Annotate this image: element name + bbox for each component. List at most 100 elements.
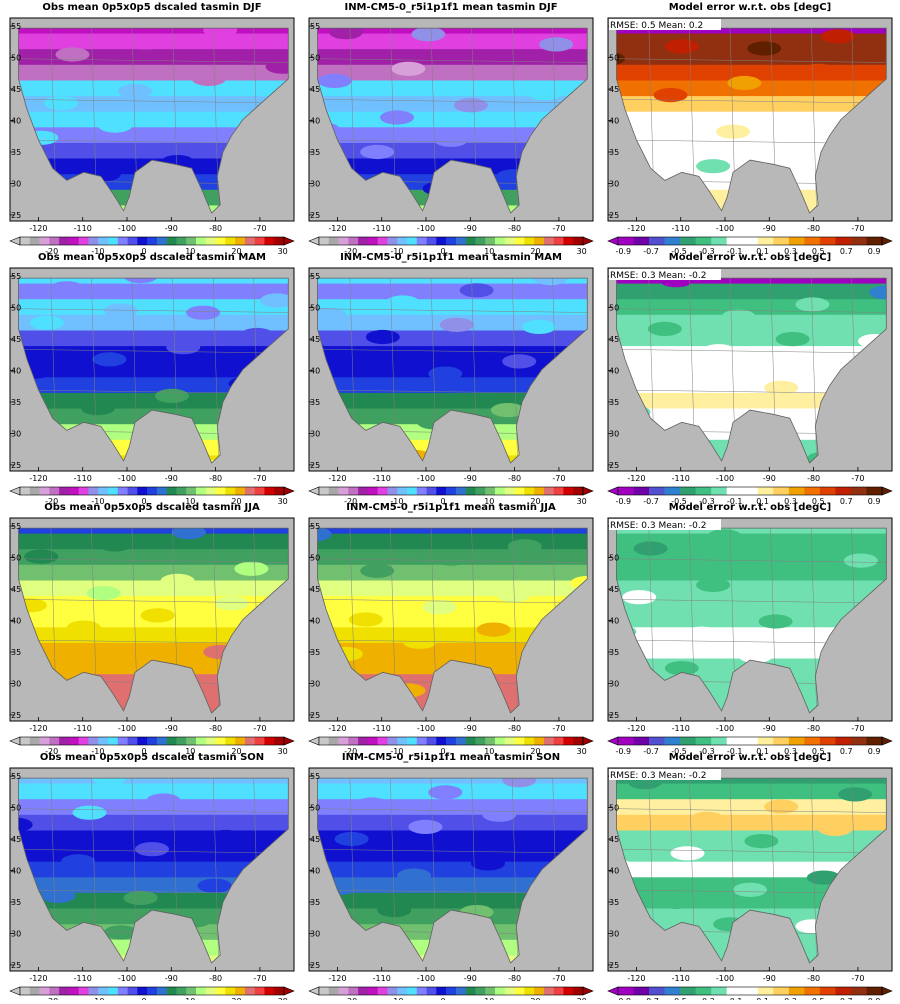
colorbar-swatch: [514, 487, 525, 495]
state-border: [18, 558, 289, 563]
colorbar-label: -0.1: [727, 497, 743, 506]
lon-tick-label: -90: [464, 474, 477, 483]
colorbar-swatch: [436, 987, 447, 995]
colorbar-swatch: [166, 737, 177, 745]
colorbar-swatch: [156, 987, 167, 995]
panel-mam-obs: Obs mean 0p5x0p5 dscaled tasmin MAM-120-…: [9, 252, 295, 506]
state-border: [212, 28, 220, 213]
colorbar-swatch: [788, 237, 805, 245]
colorbar-swatch: [465, 237, 476, 245]
colorbar-swatch: [235, 237, 246, 245]
colorbar-label: 10: [185, 747, 195, 756]
colorbar-swatch: [407, 737, 418, 745]
field-band: [317, 642, 588, 660]
map-frame: [9, 517, 295, 722]
lat-tick-label: 40: [609, 117, 619, 126]
field-patch: [670, 846, 705, 861]
colorbar-swatch: [215, 487, 226, 495]
field-band: [616, 799, 887, 816]
field-patch: [459, 283, 494, 298]
colorbar-label: 0.7: [840, 247, 853, 256]
colorbar-swatch: [563, 737, 574, 745]
lat-tick-label: 55: [11, 772, 21, 781]
lat-tick-label: 30: [310, 929, 320, 938]
colorbar-swatch: [819, 237, 836, 245]
field-patch: [92, 352, 127, 367]
field-band: [317, 627, 588, 644]
field-band: [317, 33, 588, 51]
colorbar-swatch: [338, 237, 349, 245]
field-patch: [465, 49, 500, 64]
field-patch: [502, 778, 537, 788]
colorbar-swatch: [387, 237, 398, 245]
colorbar-swatch: [319, 987, 330, 995]
field-patch: [103, 925, 138, 940]
colorbar-frame: [318, 486, 584, 496]
field-patch: [154, 388, 189, 403]
lon-tick-label: -80: [807, 974, 820, 983]
panel-title: Model error w.r.t. obs [degC]: [669, 2, 831, 13]
colorbar-swatch: [711, 487, 728, 495]
field-band: [18, 783, 289, 801]
colorbar-label: 20: [530, 497, 540, 506]
colorbar-swatch: [264, 237, 275, 245]
lat-tick-label: 50: [310, 304, 320, 313]
colorbar-swatch: [348, 737, 359, 745]
colorbar-swatch: [485, 987, 496, 995]
colorbar-swatch: [563, 487, 574, 495]
state-border: [511, 778, 519, 963]
colorbar-label: 0.7: [840, 747, 853, 756]
map-frame: [607, 767, 893, 972]
lat-tick-label: 55: [11, 522, 21, 531]
field-patch: [659, 894, 694, 910]
lat-tick-label: 45: [310, 335, 320, 344]
panel-title: INM-CM5-0_r5i1p1f1 mean tasmin DJF: [344, 2, 557, 13]
field-patch: [265, 59, 289, 74]
lon-tick-label: -120: [328, 224, 346, 233]
colorbar-swatch: [244, 487, 255, 495]
colorbar-swatch: [726, 237, 743, 245]
lat-tick-label: 25: [11, 211, 21, 220]
colorbar-swatch: [664, 987, 681, 995]
field-patch: [146, 793, 181, 808]
field-band: [18, 533, 289, 551]
lon-tick-label: -80: [508, 724, 521, 733]
colorbar-swatch: [850, 487, 867, 495]
field-patch: [348, 612, 383, 627]
field-band: [317, 80, 588, 98]
colorbar-swatch: [426, 987, 437, 995]
colorbar-swatch: [649, 987, 665, 995]
lat-tick-label: 45: [609, 585, 619, 594]
colorbar-swatch: [78, 237, 89, 245]
lat-tick-label: 50: [310, 554, 320, 563]
field-patch: [664, 39, 699, 54]
field-band: [317, 533, 588, 551]
lon-tick-label: -70: [851, 224, 864, 233]
map: -120 -110 -100 -90 -80 -70 55 50 45 40 35 30 25: [9, 17, 295, 233]
stats-background: [609, 19, 721, 30]
colorbar-swatch: [485, 737, 496, 745]
colorbar-swatch: [205, 737, 216, 745]
colorbar-swatch: [78, 737, 89, 745]
colorbar-swatch: [196, 987, 207, 995]
colorbar-swatch: [78, 987, 89, 995]
field-patch: [240, 327, 275, 343]
field-band: [317, 346, 588, 363]
field-patch: [49, 281, 84, 296]
state-border: [616, 558, 887, 563]
colorbar-swatch: [39, 737, 50, 745]
colorbar-swatch: [695, 237, 712, 245]
colorbar-swatch: [108, 237, 119, 245]
colorbar-swatch: [274, 237, 285, 245]
colorbar-swatch: [426, 487, 437, 495]
colorbar-swatch: [553, 987, 564, 995]
colorbar-extend-high: [881, 986, 893, 996]
lat-tick-label: 55: [11, 22, 21, 31]
lat-tick-label: 50: [11, 54, 21, 63]
colorbar-swatch: [543, 487, 554, 495]
field-patch: [507, 539, 542, 554]
colorbar-swatch: [726, 737, 743, 745]
coastline: [616, 527, 887, 714]
